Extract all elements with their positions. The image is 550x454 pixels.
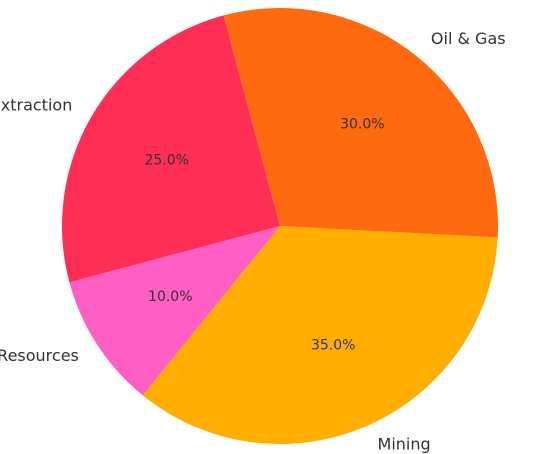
pie-percent-label-oil-and-gas: 30.0% — [340, 116, 384, 132]
pie-slice-metal-extraction — [61, 15, 280, 283]
pie-percent-label-mining: 35.0% — [311, 337, 355, 353]
pie-percent-label-other-resources: 10.0% — [148, 289, 192, 305]
pie-slice-oil-and-gas — [223, 8, 498, 238]
pie-labels: 25.0% Metal Extraction 10.0% Other Resource… — [0, 29, 506, 453]
pie-slices — [61, 8, 498, 444]
pie-percent-label-metal-extraction: 25.0% — [144, 153, 188, 169]
pie-category-label-other-resources: Other Resources — [0, 346, 79, 365]
pie-category-label-oil-and-gas: Oil & Gas — [431, 29, 506, 48]
pie-slice-other-resources — [69, 226, 281, 396]
pie-category-label-metal-extraction: Metal Extraction — [0, 96, 72, 115]
pie-category-label-mining: Mining — [378, 435, 431, 454]
pie-slice-mining — [142, 226, 498, 444]
